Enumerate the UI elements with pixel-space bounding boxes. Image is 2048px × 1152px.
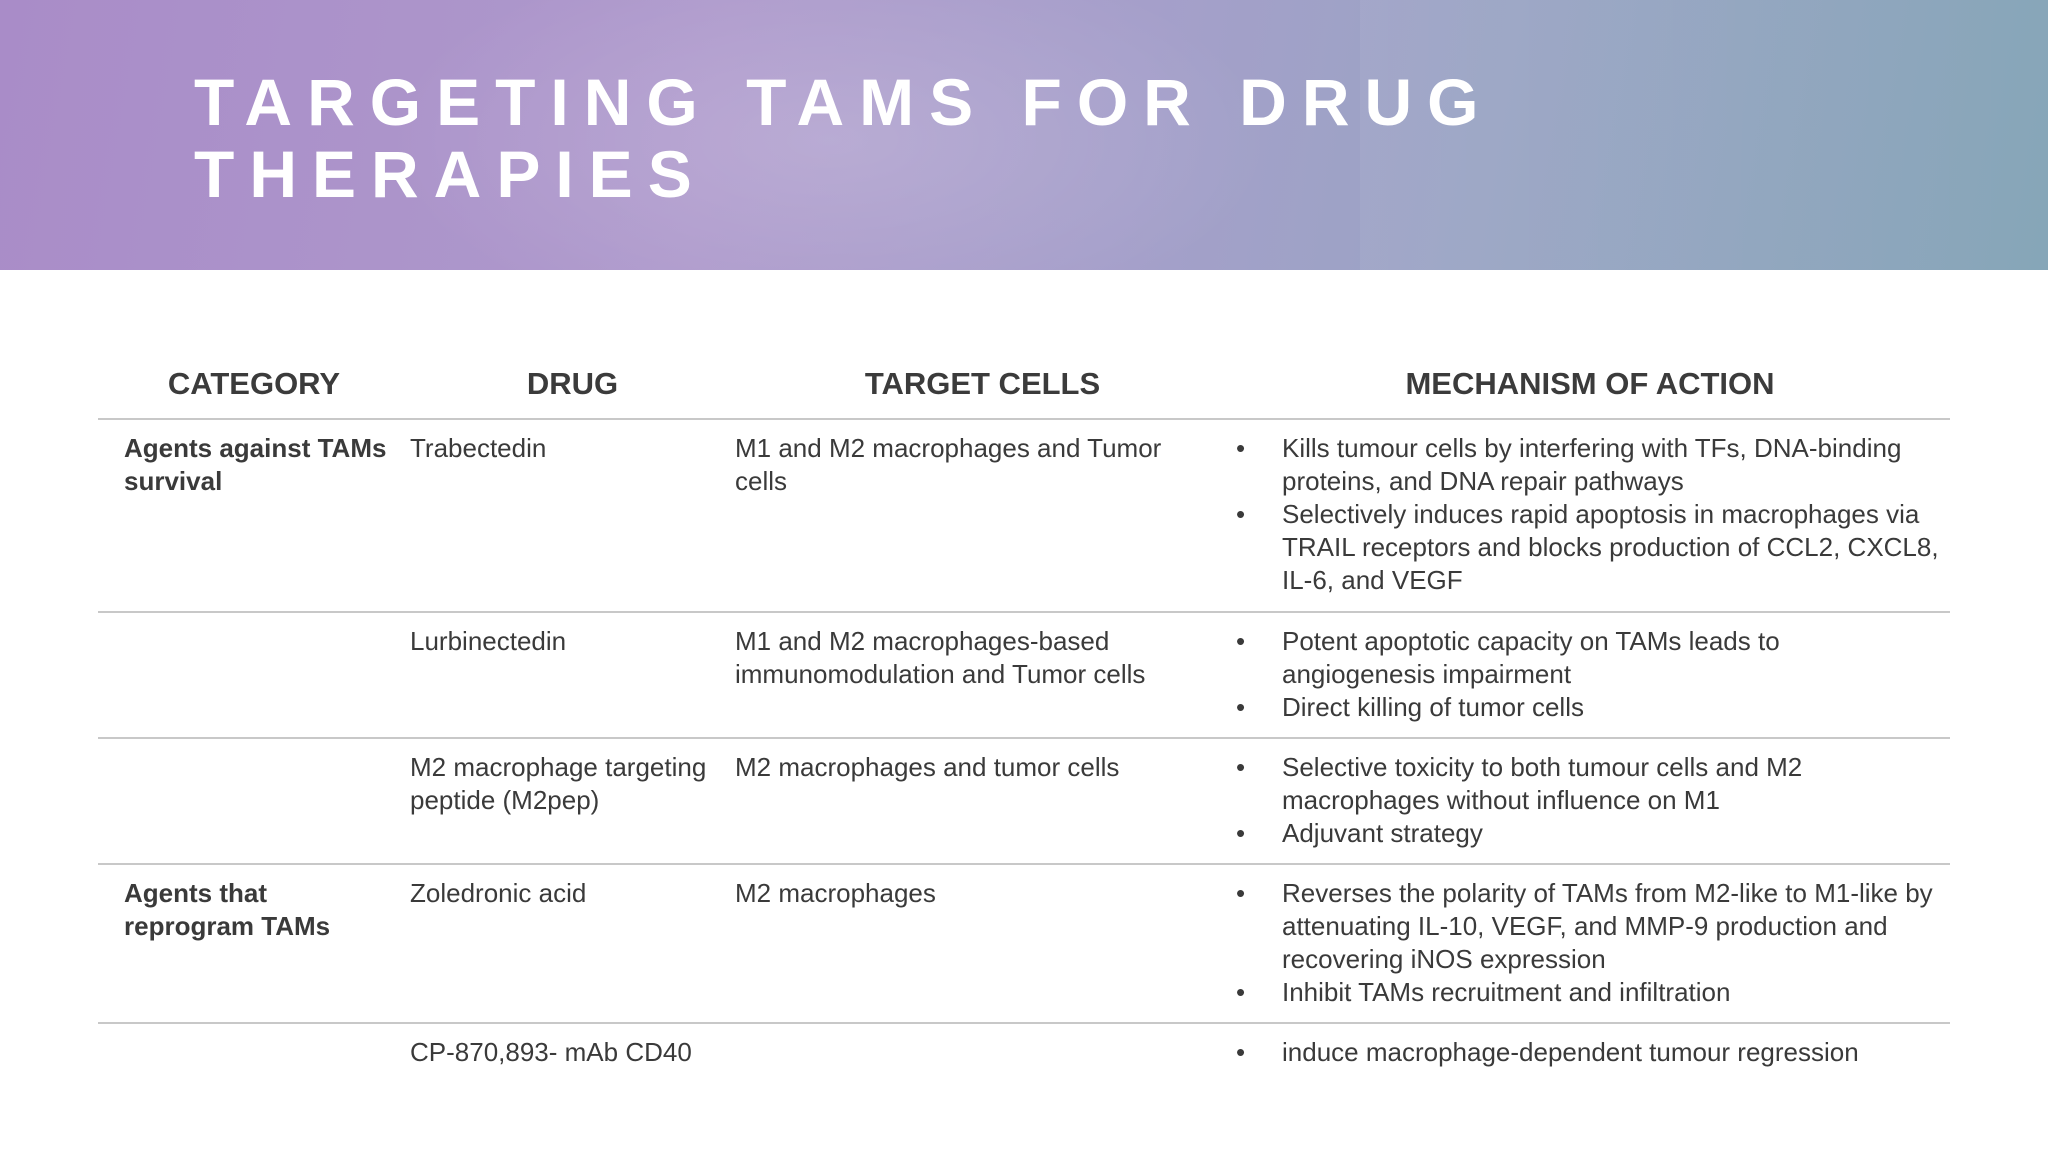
- row-target-cells: M1 and M2 macrophages and Tumor cells: [735, 433, 1162, 496]
- mechanism-item: • Potent apoptotic capacity on TAMs leads…: [1230, 625, 1940, 691]
- mechanism-list: • Selective toxicity to both tumour cells…: [1230, 751, 1940, 850]
- mechanism-item: • Inhibit TAMs recruitment and infiltrati…: [1230, 976, 1940, 1009]
- row-mechanism: • induce macrophage-dependent tumour regr…: [1230, 1024, 1950, 1084]
- header-category: CATEGORY: [167, 366, 341, 401]
- row-drug: M2 macrophage targeting peptide (M2pep): [410, 752, 707, 815]
- row-category: Agents against TAMs survival: [124, 433, 387, 496]
- mechanism-text: Direct killing of tumor cells: [1282, 692, 1584, 722]
- mechanism-text: Selective toxicity to both tumour cells …: [1282, 752, 1803, 815]
- mechanism-text: induce macrophage-dependent tumour regre…: [1282, 1037, 1859, 1067]
- row-drug: Trabectedin: [410, 433, 547, 463]
- row-target-cells: M1 and M2 macrophages-based immunomodula…: [735, 626, 1146, 689]
- drug-therapies-table: CATEGORY DRUG TARGET CELLS MECHANISM OF …: [98, 350, 1950, 1084]
- table-row: Agents against TAMs survival Trabectedin…: [98, 420, 1950, 613]
- table-header: CATEGORY DRUG TARGET CELLS MECHANISM OF …: [98, 350, 1950, 420]
- bullet-icon: •: [1236, 692, 1246, 722]
- mechanism-item: • Selectively induces rapid apoptosis in …: [1230, 498, 1940, 597]
- row-category: [98, 613, 410, 737]
- bullet-icon: •: [1236, 626, 1246, 656]
- table-row: Lurbinectedin M1 and M2 macrophages-base…: [98, 613, 1950, 739]
- header-target-cells: TARGET CELLS: [864, 366, 1101, 401]
- row-target-cells: M2 macrophages: [735, 878, 936, 908]
- mechanism-list: • Kills tumour cells by interfering with …: [1230, 432, 1940, 597]
- table-row: Agents that reprogram TAMs Zoledronic ac…: [98, 865, 1950, 1024]
- mechanism-item: • Selective toxicity to both tumour cells…: [1230, 751, 1940, 817]
- mechanism-list: • Potent apoptotic capacity on TAMs leads…: [1230, 625, 1940, 724]
- row-mechanism: • Selective toxicity to both tumour cells…: [1230, 739, 1950, 863]
- row-category: Agents that reprogram TAMs: [124, 878, 331, 941]
- row-mechanism: • Reverses the polarity of TAMs from M2-l…: [1230, 865, 1950, 1022]
- title-banner: TARGETING TAMS FOR DRUG THERAPIES: [0, 0, 2048, 270]
- mechanism-item: • Kills tumour cells by interfering with …: [1230, 432, 1940, 498]
- table-row: CP-870,893- mAb CD40 • induce macrophage-…: [98, 1024, 1950, 1084]
- bullet-icon: •: [1236, 977, 1246, 1007]
- mechanism-list: • induce macrophage-dependent tumour regr…: [1230, 1036, 1940, 1069]
- row-category: [98, 739, 410, 863]
- bullet-icon: •: [1236, 878, 1246, 908]
- bullet-icon: •: [1236, 433, 1246, 463]
- mechanism-text: Adjuvant strategy: [1282, 818, 1483, 848]
- row-drug: Zoledronic acid: [410, 878, 587, 908]
- bullet-icon: •: [1236, 1037, 1246, 1067]
- mechanism-text: Reverses the polarity of TAMs from M2-li…: [1282, 878, 1933, 974]
- row-target-cells: M2 macrophages and tumor cells: [735, 752, 1120, 782]
- page-title: TARGETING TAMS FOR DRUG THERAPIES: [194, 65, 1494, 211]
- banner-glow: [380, 0, 1280, 270]
- mechanism-text: Kills tumour cells by interfering with T…: [1282, 433, 1902, 496]
- row-drug: Lurbinectedin: [410, 626, 567, 656]
- header-drug: DRUG: [526, 366, 619, 401]
- header-mechanism: MECHANISM OF ACTION: [1405, 366, 1775, 401]
- row-drug: CP-870,893- mAb CD40: [410, 1037, 692, 1067]
- banner-sheen: [1360, 0, 2048, 270]
- bullet-icon: •: [1236, 752, 1246, 782]
- bullet-icon: •: [1236, 818, 1246, 848]
- mechanism-text: Inhibit TAMs recruitment and infiltratio…: [1282, 977, 1731, 1007]
- row-target-cells: [735, 1024, 1230, 1084]
- mechanism-list: • Reverses the polarity of TAMs from M2-l…: [1230, 877, 1940, 1009]
- row-mechanism: • Potent apoptotic capacity on TAMs leads…: [1230, 613, 1950, 737]
- mechanism-text: Selectively induces rapid apoptosis in m…: [1282, 499, 1939, 595]
- mechanism-item: • Adjuvant strategy: [1230, 817, 1940, 850]
- mechanism-text: Potent apoptotic capacity on TAMs leads …: [1282, 626, 1780, 689]
- mechanism-item: • Reverses the polarity of TAMs from M2-l…: [1230, 877, 1940, 976]
- row-mechanism: • Kills tumour cells by interfering with …: [1230, 420, 1950, 611]
- mechanism-item: • Direct killing of tumor cells: [1230, 691, 1940, 724]
- table-row: M2 macrophage targeting peptide (M2pep) …: [98, 739, 1950, 865]
- row-category: [98, 1024, 410, 1084]
- mechanism-item: • induce macrophage-dependent tumour regr…: [1230, 1036, 1940, 1069]
- bullet-icon: •: [1236, 499, 1246, 529]
